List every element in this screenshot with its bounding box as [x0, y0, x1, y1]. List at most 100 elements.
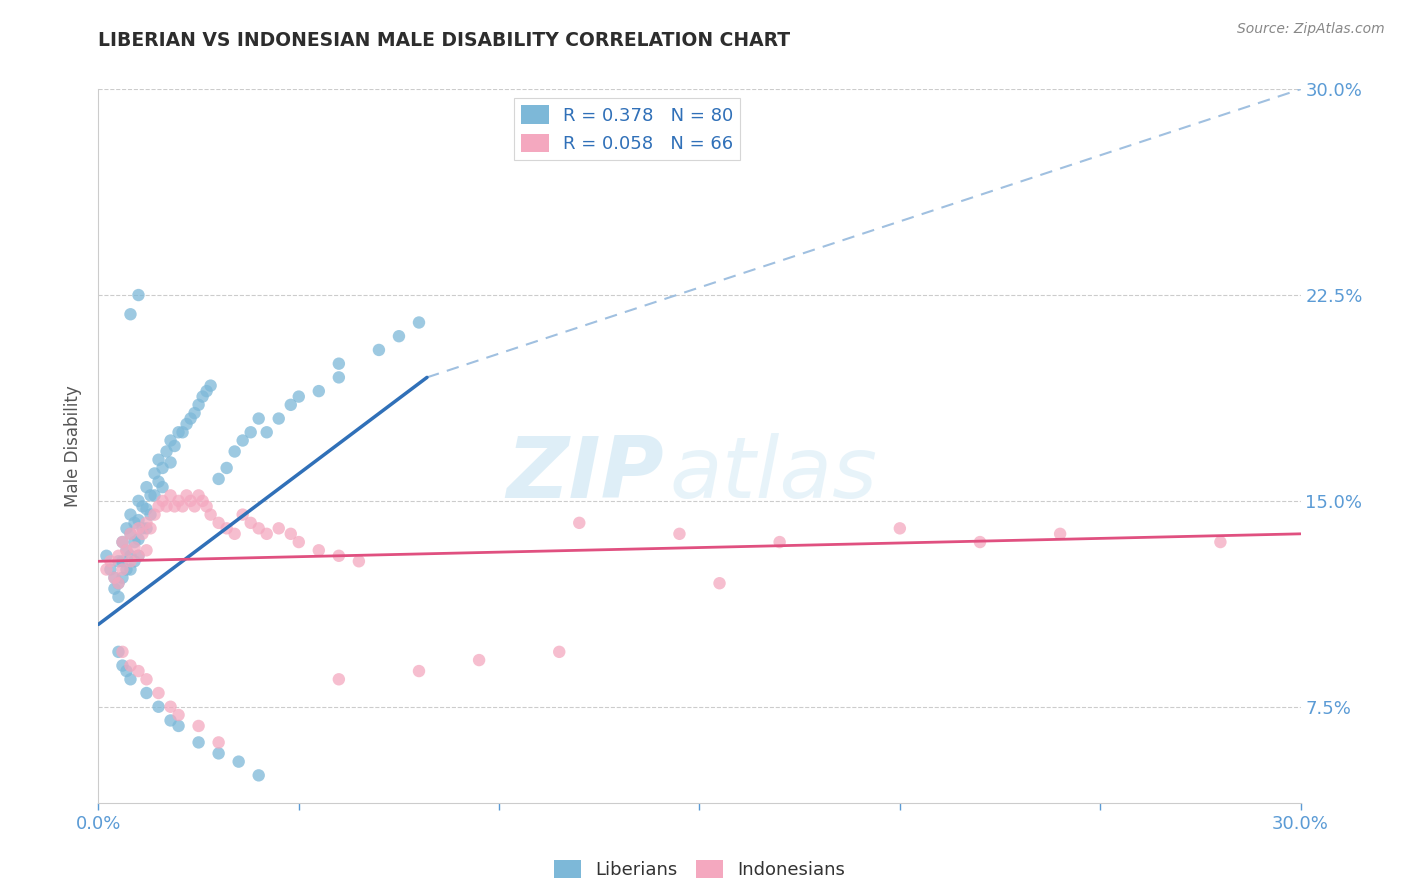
Point	[247, 768, 270, 782]
Point	[120, 554, 142, 568]
Point	[115, 521, 138, 535]
Point	[159, 488, 181, 502]
Point	[131, 521, 153, 535]
Point	[135, 673, 157, 687]
Point	[128, 549, 150, 563]
Point	[388, 329, 411, 343]
Point	[163, 500, 186, 514]
Point	[176, 488, 198, 502]
Point	[152, 494, 174, 508]
Point	[176, 417, 198, 431]
Point	[124, 541, 146, 555]
Point	[308, 384, 330, 398]
Point	[135, 480, 157, 494]
Point	[769, 535, 792, 549]
Point	[148, 452, 170, 467]
Point	[228, 755, 250, 769]
Y-axis label: Male Disability: Male Disability	[65, 385, 83, 507]
Point	[232, 508, 254, 522]
Point	[172, 425, 194, 440]
Point	[208, 735, 231, 749]
Point	[148, 500, 170, 514]
Point	[187, 735, 209, 749]
Point	[96, 562, 118, 576]
Point	[135, 521, 157, 535]
Point	[548, 645, 571, 659]
Point	[124, 554, 146, 568]
Point	[159, 699, 181, 714]
Text: atlas: atlas	[669, 433, 877, 516]
Point	[288, 390, 311, 404]
Point	[308, 543, 330, 558]
Point	[107, 549, 129, 563]
Text: LIBERIAN VS INDONESIAN MALE DISABILITY CORRELATION CHART: LIBERIAN VS INDONESIAN MALE DISABILITY C…	[98, 31, 790, 50]
Point	[180, 411, 202, 425]
Point	[135, 516, 157, 530]
Point	[111, 645, 134, 659]
Point	[468, 653, 491, 667]
Point	[187, 398, 209, 412]
Point	[152, 461, 174, 475]
Point	[167, 719, 190, 733]
Point	[100, 562, 122, 576]
Point	[115, 562, 138, 576]
Point	[288, 535, 311, 549]
Point	[111, 535, 134, 549]
Point	[128, 533, 150, 547]
Point	[215, 521, 238, 535]
Point	[159, 434, 181, 448]
Point	[120, 526, 142, 541]
Point	[568, 516, 591, 530]
Point	[143, 467, 166, 481]
Point	[120, 307, 142, 321]
Point	[103, 582, 125, 596]
Point	[208, 472, 231, 486]
Point	[347, 554, 370, 568]
Point	[709, 576, 731, 591]
Point	[163, 439, 186, 453]
Point	[120, 526, 142, 541]
Point	[187, 488, 209, 502]
Point	[239, 516, 262, 530]
Point	[107, 554, 129, 568]
Point	[152, 480, 174, 494]
Point	[100, 554, 122, 568]
Point	[107, 576, 129, 591]
Point	[124, 516, 146, 530]
Point	[889, 521, 911, 535]
Point	[155, 500, 177, 514]
Point	[239, 425, 262, 440]
Point	[131, 526, 153, 541]
Point	[103, 571, 125, 585]
Point	[215, 461, 238, 475]
Point	[139, 508, 162, 522]
Point	[328, 357, 350, 371]
Point	[183, 406, 205, 420]
Point	[191, 494, 214, 508]
Point	[195, 500, 218, 514]
Point	[131, 500, 153, 514]
Legend: Liberians, Indonesians: Liberians, Indonesians	[547, 853, 852, 887]
Point	[155, 444, 177, 458]
Point	[1209, 535, 1232, 549]
Text: Source: ZipAtlas.com: Source: ZipAtlas.com	[1237, 22, 1385, 37]
Point	[111, 658, 134, 673]
Point	[111, 562, 134, 576]
Point	[328, 549, 350, 563]
Point	[200, 508, 222, 522]
Point	[328, 673, 350, 687]
Point	[232, 434, 254, 448]
Point	[408, 316, 430, 330]
Point	[195, 384, 218, 398]
Point	[115, 543, 138, 558]
Point	[135, 502, 157, 516]
Point	[139, 521, 162, 535]
Point	[247, 521, 270, 535]
Point	[208, 747, 231, 761]
Point	[167, 708, 190, 723]
Text: ZIP: ZIP	[506, 433, 664, 516]
Point	[328, 370, 350, 384]
Point	[111, 554, 134, 568]
Point	[148, 475, 170, 489]
Point	[103, 571, 125, 585]
